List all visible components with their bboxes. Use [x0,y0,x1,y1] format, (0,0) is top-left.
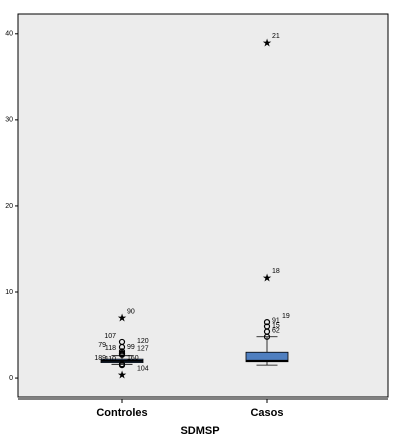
outlier-label: 189 [94,355,106,362]
outlier-label: 160 [127,355,139,362]
outlier-label: 15 [272,322,280,329]
outlier-star: ★ [262,37,272,49]
outlier-label: 120 [137,338,149,345]
outlier-label: 118 [105,345,116,352]
outlier-label: 90 [127,309,135,316]
outlier-star: ★ [117,313,127,325]
outlier-label: 107 [104,333,116,340]
outlier-label: 21 [272,33,280,40]
x-tick-label: Casos [250,407,283,419]
outlier-label: 127 [137,346,149,353]
x-tick-label: Controles [96,407,147,419]
outlier-label: 79 [98,342,106,349]
y-tick-label: 10 [5,289,13,296]
outlier-circle [263,319,271,326]
outlier-label: 18 [272,268,280,275]
y-tick-label: 40 [5,31,13,38]
outlier-circle [118,343,126,351]
plot-area [17,13,389,398]
outlier-label: 99 [127,344,135,351]
y-tick-label: 0 [9,375,13,382]
outlier-star: ★ [262,272,272,284]
outlier-label: 91 [272,317,280,324]
y-tick-label: 30 [5,117,13,124]
outlier-circle [263,333,271,340]
x-axis-title: SDMSP [180,425,219,437]
y-tick-label: 20 [5,203,13,210]
outlier-label: 104 [137,365,149,372]
outlier-circle [118,351,126,358]
outlier-label: 110 [105,356,116,363]
outlier-label: 19 [282,313,290,320]
outlier-label: 62 [272,328,280,335]
outlier-star: ★ [117,370,127,382]
outlier-circle [118,362,126,369]
